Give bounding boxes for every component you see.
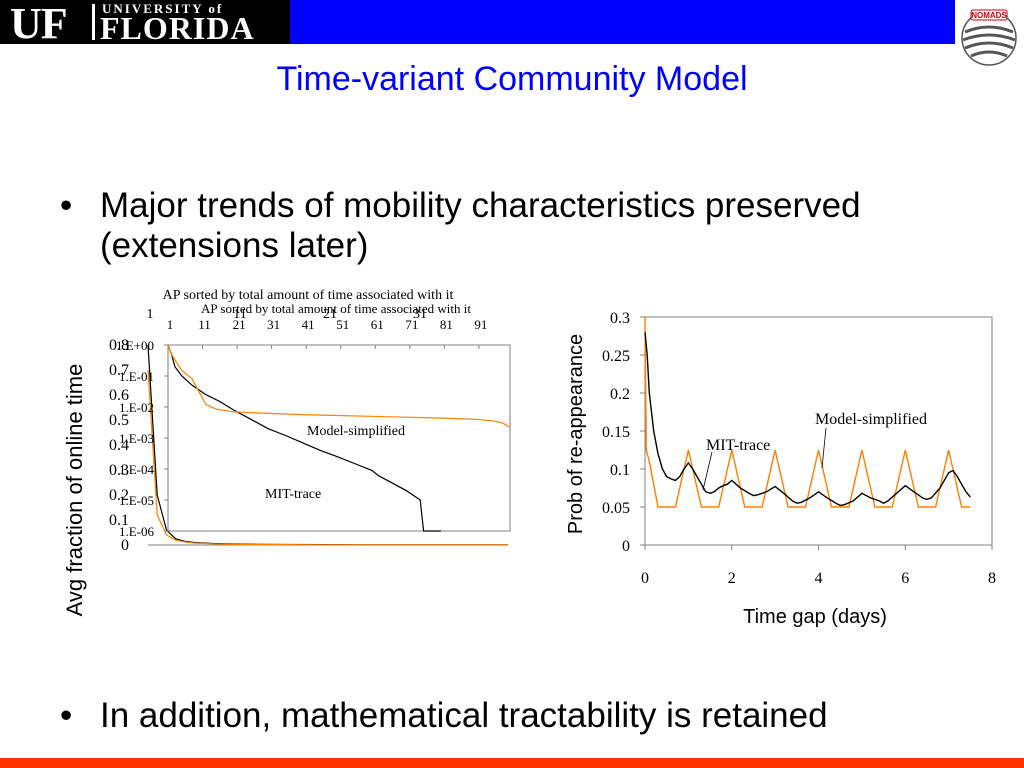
chart-a-y-axis-title: Avg fraction of online time	[62, 364, 87, 617]
chart-b-x-tick-label: 1	[167, 317, 174, 332]
bullet-item: • In addition, mathematical tractability…	[60, 696, 960, 738]
bullet-text: Major trends of mobility characteristics…	[100, 186, 861, 265]
bullet-marker: •	[60, 696, 73, 735]
chart-c-y-tick-label: 0.15	[602, 424, 630, 441]
chart-c-series-label: MIT-trace	[706, 437, 770, 454]
chart-b-x-tick-label: 21	[233, 317, 246, 332]
bullet-text: In addition, mathematical tractability i…	[100, 696, 828, 735]
chart-a-series-line-1	[147, 369, 508, 546]
chart-b-series-label: Model-simplified	[307, 424, 405, 439]
logo-florida-text: FLORIDA	[100, 10, 255, 46]
chart-b-y-tick-label: 1.E-05	[119, 493, 154, 508]
chart-a-y-tick-label: 0.7	[109, 362, 129, 379]
chart-c-x-axis-title: Time gap (days)	[743, 606, 887, 628]
chart-a-y-tick-label: 0.4	[109, 437, 129, 454]
chart-a-x-tick-label: 1	[147, 307, 154, 322]
chart-b-series-line-0	[167, 344, 441, 532]
chart-a-y-tick-label: 0.8	[109, 337, 129, 354]
chart-a-x-tick-label: 21	[323, 307, 337, 322]
chart-c-y-tick-label: 0.1	[610, 462, 630, 479]
chart-b-x-tick-label: 91	[474, 317, 487, 332]
chart-c-series-label: Model-simplified	[815, 411, 927, 428]
bullet-marker: •	[60, 186, 73, 225]
chart-b-x-tick-label: 71	[405, 317, 418, 332]
chart-a-y-tick-label: 0.2	[109, 487, 129, 504]
logo-university-text: UNIVERSITY of	[102, 1, 224, 16]
chart-c-y-tick-label: 0	[622, 538, 630, 555]
chart-b-x-tick-label: 61	[371, 317, 384, 332]
chart-b-x-tick-label: 51	[336, 317, 349, 332]
chart-c-leader-line	[702, 451, 713, 491]
chart-b-x-tick-label: 11	[198, 317, 211, 332]
chart-b-series-label: MIT-trace	[265, 487, 321, 502]
chart-c-x-tick-label: 6	[901, 570, 909, 587]
chart-a-y-tick-label: 0.5	[109, 412, 129, 429]
chart-c-leader-line	[821, 427, 827, 469]
chart-b-series-line-1	[167, 344, 511, 428]
chart-c-series-line-0	[644, 332, 971, 507]
chart-c-series-line-1	[644, 316, 971, 508]
chart-a-y-tick-label: 0.3	[109, 462, 129, 479]
chart-a-y-tick-label: 0	[121, 537, 129, 554]
chart-c-plot-frame	[644, 316, 993, 546]
bullet-item: • Major trends of mobility characteristi…	[60, 186, 960, 270]
chart-b-y-tick-label: 1.E-01	[119, 369, 154, 384]
chart-b-y-tick-label: 1.E-03	[119, 431, 154, 446]
chart-a-y-tick-label: 0.6	[109, 387, 129, 404]
chart-a-title: AP sorted by total amount of time associ…	[163, 288, 454, 303]
chart-c-x-tick-label: 0	[641, 570, 649, 587]
chart-a-y-tick-label: 0.1	[109, 512, 129, 529]
chart-b-x-tick-label: 31	[267, 317, 280, 332]
chart-b-y-tick-label: 1.E-02	[119, 400, 154, 415]
logo-uf-text: UF	[10, 0, 68, 48]
chart-c-x-tick-label: 8	[988, 570, 996, 587]
nomads-logo: NOMADS	[961, 9, 1017, 66]
chart-a-x-tick-label: 11	[233, 307, 246, 322]
chart-c-y-tick-label: 0.05	[602, 500, 630, 517]
nomads-logo-text: NOMADS	[971, 11, 1007, 20]
chart-b-y-tick-label: 1.E-04	[119, 462, 155, 477]
slide-title: Time-variant Community Model	[276, 60, 748, 98]
chart-c-y-axis-title: Prob of re-appearance	[565, 334, 587, 534]
footer-accent-line	[0, 758, 1024, 768]
chart-a-series-line-0	[147, 344, 508, 546]
chart-b-y-tick-label: 1.E+00	[116, 338, 154, 353]
chart-c-y-tick-label: 0.25	[602, 348, 630, 365]
chart-b-x-tick-label: 81	[440, 317, 453, 332]
logo-divider	[92, 4, 95, 40]
chart-c-x-tick-label: 4	[815, 570, 823, 587]
chart-a-x-tick-label: 31	[413, 307, 427, 322]
chart-c-x-tick-label: 2	[728, 570, 736, 587]
chart-c-y-tick-label: 0.2	[610, 386, 630, 403]
chart-c-y-tick-label: 0.3	[610, 310, 630, 327]
chart-b-x-tick-label: 41	[302, 317, 315, 332]
chart-b-title: AP sorted by total amount of time associ…	[201, 301, 471, 316]
chart-b-y-tick-label: 1.E-06	[119, 524, 155, 539]
uf-logo: UF UNIVERSITY of FLORIDA	[0, 0, 290, 48]
